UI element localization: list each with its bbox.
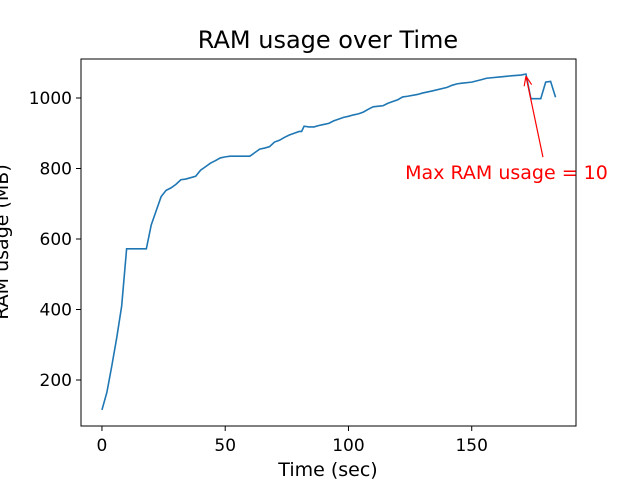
x-tick-label: 100 (332, 436, 364, 456)
data-line (101, 73, 557, 411)
y-axis-label: RAM usage (MB) (0, 164, 13, 320)
y-tick-label: 800 (40, 159, 72, 179)
annotation-text: Max RAM usage = 10 (405, 162, 608, 184)
y-tick-label: 1000 (29, 89, 72, 109)
plot-frame (80, 58, 577, 427)
x-axis-label: Time (sec) (277, 459, 377, 480)
chart-title: RAM usage over Time (198, 26, 458, 54)
y-tick-label: 200 (40, 371, 72, 391)
x-tick-label: 150 (455, 436, 487, 456)
x-tick-label: 50 (214, 436, 236, 456)
y-tick-label: 600 (40, 230, 72, 250)
x-tick-label: 0 (97, 436, 108, 456)
annotation-arrow (526, 76, 544, 158)
y-tick-label: 400 (40, 300, 72, 320)
